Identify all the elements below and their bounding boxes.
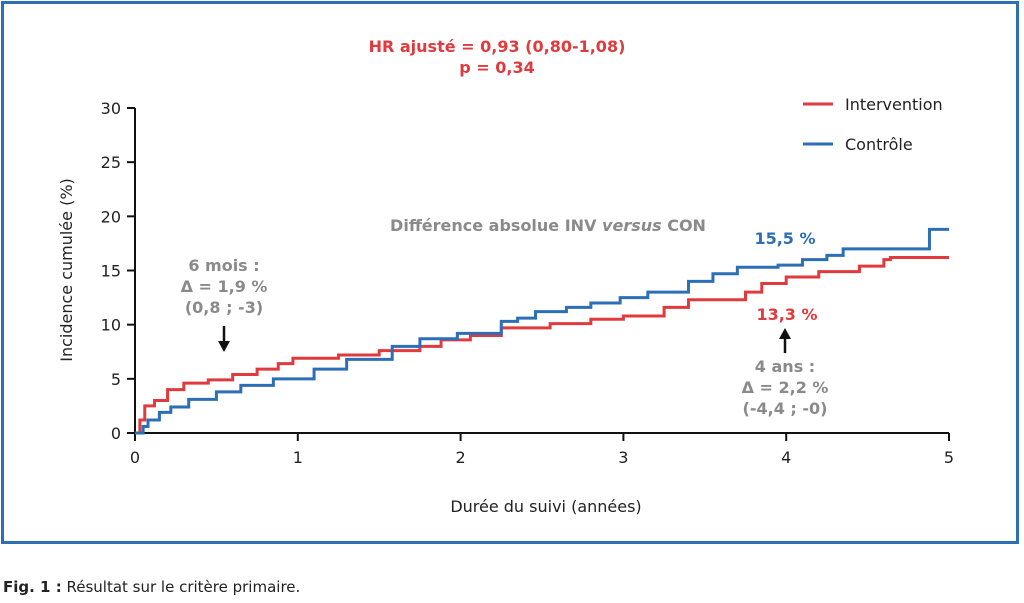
y-tick-label: 0 [111, 424, 121, 443]
legend-label-controle: Contrôle [845, 135, 913, 154]
hr-text: HR ajusté = 0,93 (0,80-1,08) [369, 37, 626, 56]
x-tick-label: 4 [781, 448, 791, 467]
p-value-text: p = 0,34 [459, 58, 534, 77]
legend-label-intervention: Intervention [845, 95, 943, 114]
x-axis-label: Durée du suivi (années) [450, 497, 641, 516]
annotation-6-mois: 6 mois : Δ = 1,9 % (0,8 ; -3) [181, 256, 268, 317]
arrow-down-icon [218, 326, 230, 352]
cumulative-incidence-chart: HR ajusté = 0,93 (0,80-1,08) p = 0,34 0 5… [57, 37, 954, 516]
y-tick-label: 20 [101, 207, 121, 226]
end-label-intervention: 13,3 % [756, 305, 817, 324]
x-tick-label: 1 [293, 448, 303, 467]
y-tick-label: 10 [101, 316, 121, 335]
annotation-4y-line1: 4 ans : [755, 357, 815, 376]
x-tick-label: 5 [944, 448, 954, 467]
y-axis: 0 5 10 15 20 25 30 [101, 99, 136, 443]
end-label-controle: 15,5 % [754, 229, 815, 248]
legend: Intervention Contrôle [803, 95, 943, 154]
annotation-6m-line3: (0,8 ; -3) [185, 298, 263, 317]
x-axis: 0 1 2 3 4 5 [130, 432, 954, 467]
x-tick-label: 0 [130, 448, 140, 467]
y-axis-label: Incidence cumulée (%) [57, 178, 76, 362]
difference-title: Différence absolue INV versus CON [390, 216, 706, 235]
y-tick-label: 25 [101, 153, 121, 172]
y-tick-label: 15 [101, 262, 121, 281]
caption-text: Résultat sur le critère primaire. [61, 578, 301, 596]
x-tick-label: 3 [618, 448, 628, 467]
figure-caption: Fig. 1 : Résultat sur le critère primair… [3, 578, 300, 596]
annotation-4y-line2: Δ = 2,2 % [742, 378, 829, 397]
annotation-4y-line3: (-4,4 ; -0) [743, 399, 828, 418]
y-tick-label: 30 [101, 99, 121, 118]
x-tick-label: 2 [456, 448, 466, 467]
annotation-4-ans: 4 ans : Δ = 2,2 % (-4,4 ; -0) [742, 357, 829, 418]
arrow-up-icon [779, 328, 791, 353]
annotation-6m-line2: Δ = 1,9 % [181, 277, 268, 296]
caption-label: Fig. 1 : [3, 578, 62, 596]
annotation-6m-line1: 6 mois : [188, 256, 259, 275]
y-tick-label: 5 [111, 370, 121, 389]
series-line-controle [135, 227, 949, 435]
